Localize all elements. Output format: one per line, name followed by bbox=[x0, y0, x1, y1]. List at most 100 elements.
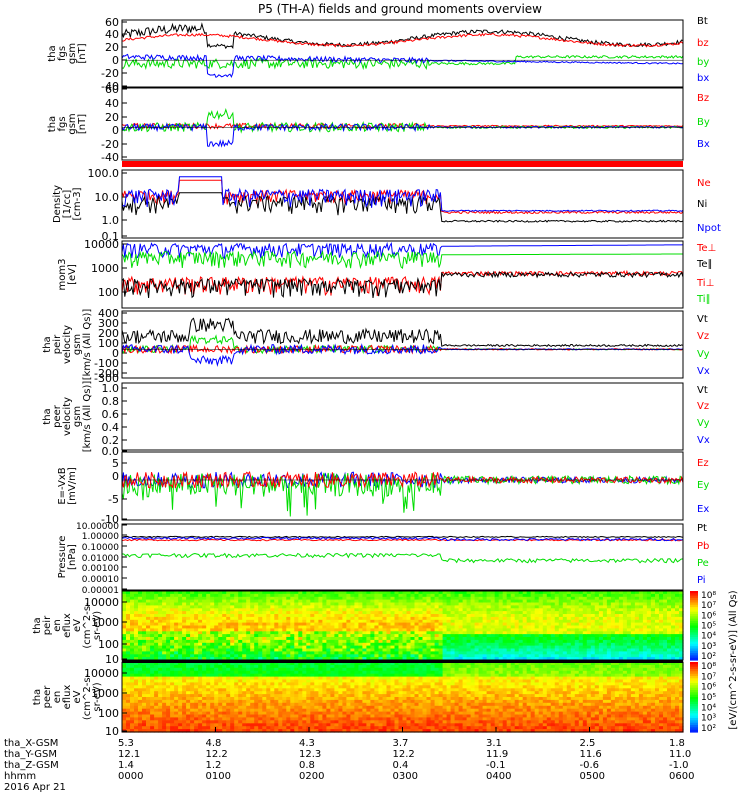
ion_spectrogram-cell bbox=[314, 614, 319, 618]
ion_spectrogram-cell bbox=[270, 599, 275, 604]
ion_spectrogram-cell bbox=[330, 631, 335, 635]
electron_spectrogram-cell bbox=[642, 664, 648, 669]
electron_spectrogram-cell bbox=[314, 697, 319, 701]
electron_spectrogram-cell bbox=[510, 717, 516, 721]
electron_spectrogram-cell bbox=[578, 688, 584, 692]
electron_spectrogram-cell bbox=[350, 667, 355, 672]
electron_spectrogram-cell bbox=[342, 662, 347, 666]
ion_spectrogram-cell bbox=[154, 614, 159, 618]
ion_spectrogram-cell bbox=[370, 631, 375, 635]
ion_spectrogram-cell bbox=[390, 591, 396, 595]
ion_spectrogram-cell bbox=[282, 599, 287, 604]
electron_spectrogram-cell bbox=[542, 699, 548, 704]
electron_spectrogram-cell bbox=[574, 688, 580, 692]
ion_spectrogram-cell bbox=[278, 631, 283, 635]
electron_spectrogram-cell bbox=[498, 723, 504, 727]
electron_spectrogram-cell bbox=[174, 717, 179, 721]
electron_spectrogram-cell bbox=[642, 705, 648, 710]
ion_spectrogram-cell bbox=[130, 596, 135, 601]
ion_spectrogram-cell bbox=[374, 619, 379, 624]
electron_spectrogram-cell bbox=[354, 702, 359, 707]
ion_spectrogram-cell bbox=[146, 657, 151, 661]
electron_spectrogram-cell bbox=[630, 667, 636, 672]
electron_spectrogram-cell bbox=[210, 717, 215, 721]
electron_spectrogram-cell bbox=[554, 711, 560, 716]
electron_spectrogram-cell bbox=[130, 697, 135, 701]
electron_spectrogram-cell bbox=[310, 711, 315, 716]
ion_spectrogram-cell bbox=[342, 599, 347, 604]
electron_spectrogram-cell bbox=[186, 662, 191, 666]
electron_spectrogram-cell bbox=[178, 662, 183, 666]
electron_spectrogram-cell bbox=[494, 691, 500, 695]
electron_spectrogram-cell bbox=[390, 688, 396, 692]
ion_spectrogram-cell bbox=[166, 654, 171, 658]
electron_spectrogram-cell bbox=[450, 714, 456, 718]
electron_spectrogram-cell bbox=[610, 699, 616, 704]
electron_spectrogram-cell bbox=[306, 685, 311, 689]
electron_spectrogram-cell bbox=[470, 679, 476, 683]
electron_spectrogram-cell bbox=[222, 714, 227, 718]
ion_spectrogram-cell bbox=[142, 648, 147, 652]
electron_spectrogram-cell bbox=[466, 694, 472, 698]
electron_spectrogram-cell bbox=[642, 699, 648, 704]
electron_spectrogram-cell bbox=[502, 694, 508, 698]
electron_spectrogram-cell bbox=[146, 702, 151, 707]
electron_spectrogram-cell bbox=[386, 720, 392, 724]
ion_spectrogram-cell bbox=[138, 599, 143, 604]
electron_spectrogram-cell bbox=[238, 726, 243, 730]
electron_spectrogram-cell bbox=[430, 708, 436, 713]
electron_spectrogram-cell bbox=[342, 670, 347, 675]
ion_spectrogram-cell bbox=[342, 634, 347, 638]
ion_spectrogram-cell bbox=[358, 628, 363, 632]
electron_spectrogram-cell bbox=[378, 726, 384, 730]
electron_spectrogram-cell bbox=[318, 705, 323, 710]
electron_spectrogram-cell bbox=[542, 667, 548, 672]
ion_spectrogram-cell bbox=[358, 651, 363, 655]
electron_spectrogram-cell bbox=[659, 711, 664, 716]
electron_spectrogram-cell bbox=[610, 720, 616, 724]
ion_spectrogram-cell bbox=[162, 634, 167, 638]
ion_spectrogram-cell bbox=[130, 639, 135, 644]
ion_spectrogram-cell bbox=[286, 648, 291, 652]
electron_spectrogram-cell bbox=[358, 679, 363, 683]
electron_spectrogram-cell bbox=[462, 664, 468, 669]
ion_spectrogram-cell bbox=[178, 608, 183, 612]
electron_spectrogram-cell bbox=[262, 714, 267, 718]
ion_spectrogram-cell bbox=[222, 651, 227, 655]
electron_spectrogram-cell bbox=[638, 664, 644, 669]
ion_spectrogram-cell bbox=[154, 599, 159, 604]
electron_spectrogram-cell bbox=[675, 702, 680, 707]
ion_spectrogram-cell bbox=[298, 619, 303, 624]
electron_spectrogram-cell bbox=[446, 670, 452, 675]
electron_spectrogram-cell bbox=[530, 685, 536, 689]
electron_spectrogram-cell bbox=[546, 729, 552, 733]
electron_spectrogram-cell bbox=[667, 670, 672, 675]
electron_spectrogram-cell bbox=[174, 711, 179, 716]
ion_spectrogram-cell bbox=[302, 642, 307, 647]
electron_spectrogram-cell bbox=[238, 705, 243, 710]
electron_spectrogram-cell bbox=[550, 662, 556, 666]
electron_spectrogram-cell bbox=[354, 699, 359, 704]
electron_spectrogram-cell bbox=[679, 679, 684, 683]
ion_spectrogram-cell bbox=[234, 648, 239, 652]
electron_spectrogram-cell bbox=[578, 676, 584, 681]
ion_spectrogram-cell bbox=[390, 605, 396, 609]
electron_spectrogram-cell bbox=[314, 691, 319, 695]
electron_spectrogram-cell bbox=[634, 699, 640, 704]
ion_spectrogram-cell bbox=[198, 608, 203, 612]
ion_spectrogram-cell bbox=[134, 622, 139, 627]
ion_spectrogram-cell bbox=[262, 657, 267, 661]
ion_spectrogram-cell bbox=[162, 651, 167, 655]
ion_spectrogram-cell bbox=[178, 616, 183, 621]
electron_spectrogram-cell bbox=[122, 723, 127, 727]
electron_spectrogram-cell bbox=[290, 699, 295, 704]
electron_spectrogram-cell bbox=[350, 717, 355, 721]
ion_spectrogram-cell bbox=[334, 593, 339, 598]
electron_spectrogram-cell bbox=[570, 711, 576, 716]
ion_spectrogram-cell bbox=[294, 639, 299, 644]
electron_spectrogram-cell bbox=[206, 717, 211, 721]
electron_spectrogram-cell bbox=[675, 685, 680, 689]
ion_spectrogram-cell bbox=[150, 619, 155, 624]
electron_spectrogram-cell bbox=[346, 691, 351, 695]
electron_spectrogram-cell bbox=[618, 711, 624, 716]
